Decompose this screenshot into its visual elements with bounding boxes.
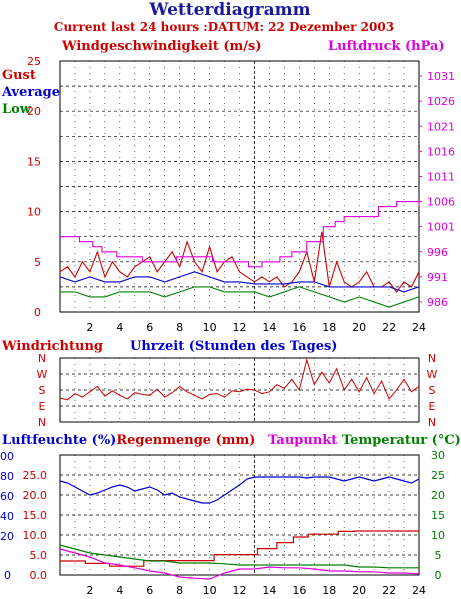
wind-plot-area: 0510152025986991996100110061011101610211…: [27, 55, 455, 334]
hours-axis-title: Uhrzeit (Stunden des Tages): [130, 339, 337, 354]
rain-y-tick-label: 0.0: [30, 569, 48, 582]
pressure-y-tick-label: 991: [427, 271, 448, 284]
direction-chart-title: Windrichtung: [1, 339, 103, 354]
climate-x-tick-label: 6: [146, 584, 153, 597]
pressure-y-tick-label: 1031: [427, 70, 455, 83]
humidity-y-tick-label: 40: [0, 510, 14, 523]
climate-x-tick-label: 18: [322, 584, 336, 597]
climate-x-tick-label: 24: [412, 584, 426, 597]
rain-y-tick-label: 25.0: [23, 469, 48, 482]
climate-x-tick-label: 22: [382, 584, 396, 597]
wind-y-tick-label: 15: [27, 155, 41, 168]
series-wind-direction-line: [59, 357, 420, 401]
direction-y2-tick-label: E: [429, 400, 436, 413]
page-title: Wetterdiagramm: [148, 0, 310, 20]
series-rain-line: [60, 530, 419, 567]
direction-y-tick-label: N: [38, 416, 46, 429]
series-gust-line: [59, 231, 420, 293]
legend-dewpoint: Taupunkt: [268, 433, 337, 448]
pressure-y-tick-label: 1026: [427, 95, 455, 108]
legend-gust: Gust: [2, 68, 36, 83]
temperature-y-tick-label: 25: [431, 469, 445, 482]
wind-x-tick-label: 6: [146, 321, 153, 334]
legend-rain: Regenmenge (mm): [116, 433, 255, 448]
series-low-line: [60, 286, 420, 308]
climate-x-tick-label: 16: [292, 584, 306, 597]
climate-legend-row: Luftfeuchte (%)Regenmenge (mm): [2, 433, 255, 448]
wind-x-tick-label: 4: [116, 321, 123, 334]
climate-x-tick-label: 4: [116, 584, 123, 597]
humidity-y-tick-label: 20: [0, 530, 14, 543]
direction-y-tick-label: E: [39, 400, 46, 413]
rain-y-tick-label: 10.0: [23, 529, 48, 542]
wind-chart-title: Windgeschwindigkeit (m/s): [61, 39, 261, 54]
rain-y-tick-label: 15.0: [23, 509, 48, 522]
temperature-y-tick-label: 0: [435, 569, 442, 582]
climate-x-tick-label: 20: [352, 584, 366, 597]
pressure-y-tick-label: 1011: [427, 170, 455, 183]
temperature-y-tick-label: 10: [431, 529, 445, 542]
pressure-y-tick-label: 986: [427, 296, 448, 309]
wind-x-tick-label: 20: [352, 321, 366, 334]
humidity-y-tick-label: 100: [0, 450, 14, 463]
humidity-y-tick-label: 80: [0, 470, 14, 483]
direction-plot-area: N NW WS SE EN N: [37, 352, 438, 429]
wind-x-tick-label: 24: [412, 321, 426, 334]
wind-y-tick-label: 25: [27, 55, 41, 68]
temperature-y-tick-label: 15: [431, 509, 445, 522]
series-humidity-line: [59, 476, 420, 504]
series-temperature-line: [59, 544, 419, 569]
series-dewpoint-line: [59, 548, 420, 580]
wind-y-tick-label: 10: [27, 206, 41, 219]
wind-x-tick-label: 2: [86, 321, 93, 334]
series-luftdruck-line: [60, 201, 420, 268]
pressure-axis-title: Luftdruck (hPa): [328, 39, 445, 54]
pressure-y-tick-label: 1021: [427, 120, 455, 133]
wind-x-tick-label: 10: [203, 321, 217, 334]
direction-y-tick-label: N: [38, 352, 46, 365]
series-average-line: [59, 271, 420, 293]
direction-y-tick-label: S: [39, 384, 46, 397]
climate-plot-area: 20 40 60 80 100 0 0.0 5.0 10.0 15.0 20.0 25.0 0 5 10 15…: [0, 449, 445, 597]
pressure-y-tick-label: 1006: [427, 196, 455, 209]
pressure-y-tick-label: 1016: [427, 145, 455, 158]
wind-y-tick-label: 5: [34, 256, 41, 269]
temperature-y-tick-label: 30: [431, 449, 445, 462]
wind-y-tick-label: 0: [34, 306, 41, 319]
humidity-y-tick-label: 0: [4, 569, 11, 582]
wind-x-tick-label: 16: [292, 321, 306, 334]
pressure-y-tick-label: 1001: [427, 221, 455, 234]
wind-x-tick-label: 14: [262, 321, 276, 334]
direction-y-tick-label: W: [37, 368, 48, 381]
direction-y2-tick-label: S: [429, 384, 436, 397]
wind-x-tick-label: 8: [176, 321, 183, 334]
page-subtitle: Current last 24 hours :DATUM: 22 Dezembe…: [54, 20, 394, 34]
legend-average: Average: [1, 85, 60, 100]
climate-x-tick-label: 2: [86, 584, 93, 597]
climate-x-tick-label: 12: [233, 584, 247, 597]
humidity-y-tick-label: 60: [0, 490, 14, 503]
climate-x-tick-label: 10: [203, 584, 217, 597]
pressure-y-tick-label: 996: [427, 246, 448, 259]
climate-x-tick-label: 8: [176, 584, 183, 597]
legend-temperature: Temperatur (°C): [342, 433, 461, 448]
direction-y2-tick-label: W: [427, 368, 438, 381]
temperature-y-tick-label: 20: [431, 489, 445, 502]
direction-y2-tick-label: N: [428, 416, 436, 429]
wind-x-tick-label: 22: [382, 321, 396, 334]
climate-x-tick-label: 14: [262, 584, 276, 597]
wind-y-tick-label: 20: [27, 105, 41, 118]
legend-low: Low: [2, 102, 32, 117]
rain-y-tick-label: 5.0: [30, 549, 48, 562]
temperature-y-tick-label: 5: [435, 549, 442, 562]
wind-x-tick-label: 18: [322, 321, 336, 334]
direction-y2-tick-label: N: [428, 352, 436, 365]
rain-y-tick-label: 20.0: [23, 489, 48, 502]
legend-humidity: Luftfeuchte (%): [2, 433, 116, 448]
wind-x-tick-label: 12: [233, 321, 247, 334]
